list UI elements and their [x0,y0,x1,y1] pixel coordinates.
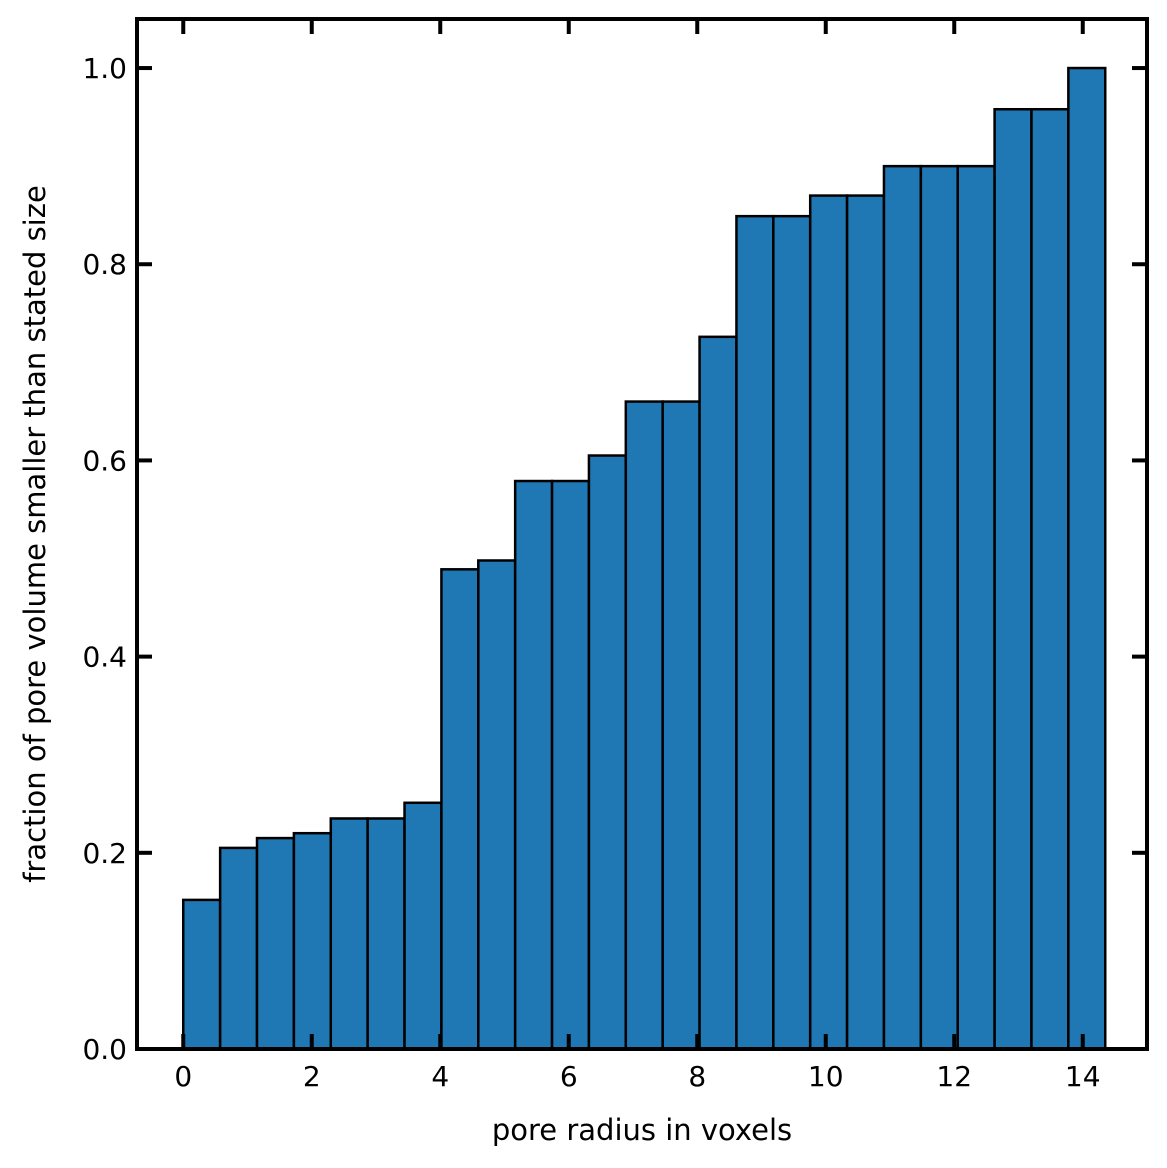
bar [882,164,923,1051]
bar [587,454,628,1051]
bar [182,898,222,1051]
bar [919,164,959,1051]
bar [993,107,1033,1051]
y-axis-label: fraction of pore volume smaller than sta… [18,185,52,883]
bar [513,479,554,1051]
bar [735,214,775,1051]
x-tick-label: 4 [431,1060,449,1093]
bar [772,214,812,1051]
bar [808,194,849,1051]
y-tick-label: 0.0 [82,1033,127,1066]
bar [403,801,443,1051]
x-axis-ticks: 0 2 4 6 8 10 12 14 [174,19,1101,1093]
bar [477,559,517,1051]
x-tick-label: 0 [174,1060,192,1093]
bars-group [182,66,1107,1051]
bar [1030,107,1070,1051]
y-tick-label: 0.6 [82,444,127,477]
x-axis-label: pore radius in voxels [492,1113,792,1147]
bar [1067,66,1107,1051]
bar [624,400,664,1051]
bar [218,846,259,1051]
y-axis-ticks: 0.0 0.2 0.4 0.6 0.8 1.0 [82,52,1147,1066]
x-tick-label: 8 [688,1060,706,1093]
x-tick-label: 10 [808,1060,844,1093]
x-tick-label: 2 [303,1060,321,1093]
y-tick-label: 0.8 [82,248,127,281]
bar [956,164,996,1051]
bar [661,400,701,1051]
bar [329,817,369,1051]
plot-frame [135,17,1149,1051]
y-tick-label: 0.2 [82,837,127,870]
bar [440,568,480,1051]
bar [366,817,406,1051]
x-tick-label: 14 [1065,1060,1101,1093]
bar [698,335,738,1051]
x-tick-label: 12 [936,1060,972,1093]
y-tick-label: 1.0 [82,52,127,85]
bar [550,479,591,1051]
bar [292,831,333,1051]
bar [845,194,886,1051]
x-tick-label: 6 [560,1060,578,1093]
bar [255,836,296,1051]
y-tick-label: 0.4 [82,641,127,674]
